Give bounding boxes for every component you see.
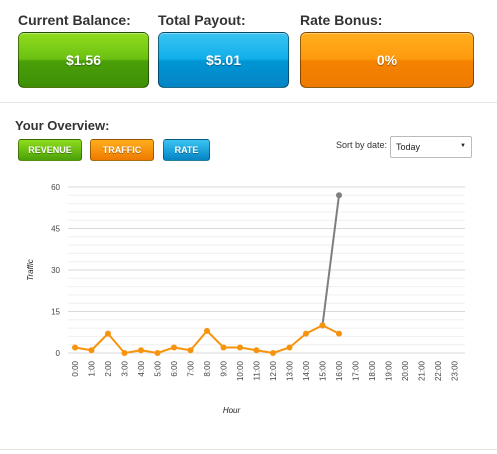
x-tick-label: 18:00 bbox=[368, 360, 377, 381]
data-point bbox=[319, 322, 326, 329]
x-tick-label: 4:00 bbox=[137, 360, 146, 376]
data-point bbox=[237, 344, 243, 351]
data-point bbox=[154, 350, 161, 356]
y-tick-label: 0 bbox=[56, 349, 61, 358]
series-line bbox=[321, 195, 340, 326]
data-point bbox=[303, 330, 309, 337]
data-point bbox=[270, 350, 276, 356]
x-tick-label: 8:00 bbox=[203, 360, 212, 376]
data-point bbox=[286, 344, 293, 351]
chevron-down-icon: ▼ bbox=[460, 143, 466, 149]
divider-bottom bbox=[0, 449, 497, 450]
data-point bbox=[72, 344, 78, 351]
y-tick-label: 45 bbox=[51, 225, 60, 234]
y-tick-label: 15 bbox=[51, 308, 60, 317]
divider-top bbox=[0, 102, 497, 103]
x-tick-label: 3:00 bbox=[121, 360, 130, 376]
sort-select-value: Today bbox=[396, 142, 421, 152]
data-point bbox=[171, 344, 177, 351]
data-point bbox=[121, 350, 128, 356]
data-point bbox=[88, 347, 95, 354]
x-tick-label: 23:00 bbox=[451, 360, 460, 381]
x-tick-label: 2:00 bbox=[104, 360, 113, 376]
x-tick-label: 1:00 bbox=[88, 360, 97, 376]
x-tick-label: 0:00 bbox=[71, 360, 80, 376]
data-point bbox=[253, 347, 260, 354]
y-axis-title: Traffic bbox=[26, 259, 35, 281]
sort-label: Sort by date: bbox=[336, 140, 388, 150]
x-tick-label: 9:00 bbox=[220, 360, 229, 376]
stat-balance-label: Current Balance: bbox=[18, 12, 131, 28]
x-tick-label: 17:00 bbox=[352, 360, 361, 381]
payout-value: $5.01 bbox=[205, 52, 242, 68]
y-tick-label: 60 bbox=[51, 183, 60, 192]
stat-payout-label: Total Payout: bbox=[158, 12, 246, 28]
stat-bonus-label: Rate Bonus: bbox=[300, 12, 383, 28]
x-tick-label: 15:00 bbox=[319, 360, 328, 381]
bonus-box: 0% bbox=[300, 32, 474, 88]
data-point bbox=[138, 347, 144, 354]
data-point bbox=[336, 192, 342, 199]
x-tick-label: 11:00 bbox=[253, 360, 262, 380]
bonus-value: 0% bbox=[376, 52, 398, 68]
y-tick-label: 30 bbox=[51, 266, 60, 275]
data-point bbox=[220, 344, 227, 351]
data-point bbox=[105, 330, 111, 337]
data-point bbox=[204, 327, 210, 334]
x-tick-label: 22:00 bbox=[434, 360, 443, 381]
x-tick-label: 20:00 bbox=[401, 360, 410, 381]
x-tick-label: 14:00 bbox=[302, 360, 311, 381]
x-tick-label: 16:00 bbox=[335, 360, 344, 381]
data-point bbox=[187, 347, 194, 354]
revenue-button[interactable]: REVENUE bbox=[18, 139, 82, 161]
balance-box: $1.56 bbox=[18, 32, 149, 88]
x-tick-label: 6:00 bbox=[170, 360, 179, 376]
x-tick-label: 12:00 bbox=[269, 360, 278, 381]
x-axis-title: Hour bbox=[223, 406, 241, 415]
x-tick-label: 19:00 bbox=[385, 360, 394, 381]
x-tick-label: 5:00 bbox=[154, 360, 163, 376]
data-point bbox=[336, 330, 342, 337]
x-tick-label: 7:00 bbox=[187, 360, 196, 376]
sort-select[interactable]: Today ▼ bbox=[390, 136, 472, 158]
balance-value: $1.56 bbox=[65, 52, 102, 68]
x-tick-label: 21:00 bbox=[418, 360, 427, 381]
x-tick-label: 10:00 bbox=[236, 360, 245, 381]
overview-title: Your Overview: bbox=[15, 118, 110, 133]
payout-box: $5.01 bbox=[158, 32, 289, 88]
traffic-chart: 0 15 30 45 60 0:00 1:00 2:00 3:00 4:00 5:00 6:00 7:0… bbox=[26, 183, 465, 415]
rate-button[interactable]: RATE bbox=[163, 139, 210, 161]
x-tick-label: 13:00 bbox=[286, 360, 295, 381]
traffic-button[interactable]: TRAFFIC bbox=[90, 139, 154, 161]
